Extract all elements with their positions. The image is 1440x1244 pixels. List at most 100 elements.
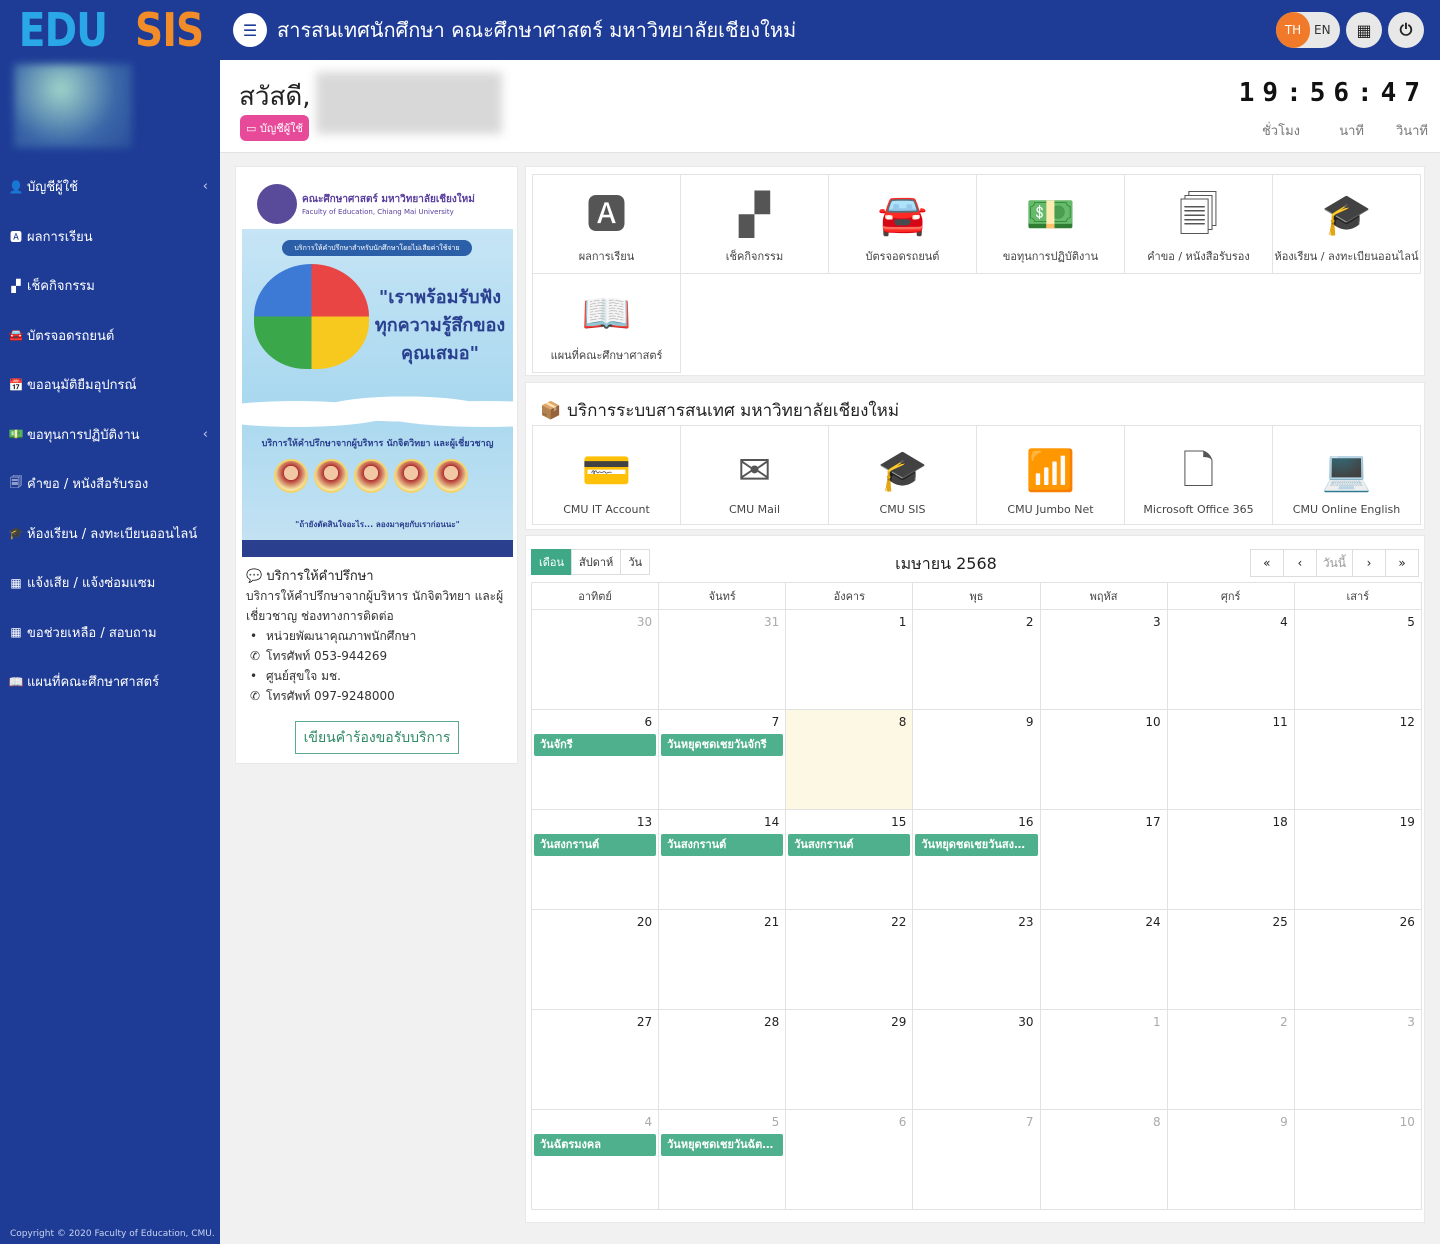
day-number[interactable]: 29 [891, 1015, 907, 1029]
calendar-day[interactable]: 10 [1039, 709, 1168, 810]
day-number[interactable]: 1 [1152, 1015, 1161, 1029]
next-month-button[interactable]: › [1352, 549, 1386, 577]
calendar-day[interactable]: 6 วันจักรี [531, 709, 660, 810]
calendar-day[interactable]: 17 [1039, 809, 1168, 910]
language-switch[interactable]: TH EN [1276, 12, 1340, 48]
calendar-event[interactable]: วันจักรี [534, 734, 657, 756]
calendar-day[interactable]: 7 วันหยุดชดเชยวันจักรี [658, 709, 787, 810]
service-tile[interactable]: 🅰 ผลการเรียน [532, 174, 681, 274]
day-number[interactable]: 7 [1025, 1115, 1034, 1129]
calendar-day[interactable]: 10 [1293, 1109, 1422, 1210]
calendar-day[interactable]: 21 [658, 909, 787, 1010]
day-number[interactable]: 4 [1280, 615, 1288, 629]
sidebar-item-equipment[interactable]: 📅 ขออนุมัติยืมอุปกรณ์ [0, 360, 220, 410]
day-number[interactable]: 22 [891, 915, 907, 929]
calendar-day[interactable]: 4 [1166, 609, 1295, 710]
service-tile[interactable]: 🎓 CMU SIS [828, 425, 977, 525]
calendar-day[interactable]: 30 [531, 609, 660, 710]
day-number[interactable]: 14 [763, 815, 780, 829]
calendar-day[interactable]: 8 [785, 709, 914, 810]
calendar-day[interactable]: 16 วันหยุดชดเชยวันสงก... [912, 809, 1041, 910]
service-tile[interactable]: 📶 CMU Jumbo Net [976, 425, 1125, 525]
day-number[interactable]: 8 [898, 715, 907, 729]
calendar-day[interactable]: 31 [658, 609, 787, 710]
day-number[interactable]: 1 [898, 615, 907, 629]
calendar-day[interactable]: 29 [785, 1009, 914, 1110]
day-number[interactable]: 20 [636, 915, 653, 929]
calendar-event[interactable]: วันหยุดชดเชยวันสงก... [915, 834, 1038, 856]
calendar-day[interactable]: 2 [1166, 1009, 1295, 1110]
menu-toggle-button[interactable]: ☰ [233, 13, 267, 47]
service-tile[interactable]: ▞ เช็คกิจกรรม [680, 174, 829, 274]
calendar-event[interactable]: วันฉัตรมงคล [534, 1134, 657, 1156]
service-tile[interactable]: 🎓 ห้องเรียน / ลงทะเบียนออนไลน์ [1272, 174, 1421, 274]
sidebar-item-activity[interactable]: ▞ เช็คกิจกรรม [0, 261, 220, 311]
calendar-day[interactable]: 13 วันสงกรานต์ [531, 809, 660, 910]
calendar-day[interactable]: 22 [785, 909, 914, 1010]
service-tile[interactable]: 🗐 คำขอ / หนังสือรับรอง [1124, 174, 1273, 274]
day-number[interactable]: 17 [1145, 815, 1161, 829]
sidebar-item-classroom[interactable]: 🎓 ห้องเรียน / ลงทะเบียนออนไลน์ [0, 509, 220, 559]
day-number[interactable]: 6 [644, 715, 653, 729]
consult-poster-image[interactable]: คณะศึกษาศาสตร์ มหาวิทยาลัยเชียงใหม่ Facu… [242, 174, 513, 557]
day-number[interactable]: 2 [1025, 615, 1034, 629]
day-number[interactable]: 28 [763, 1015, 780, 1029]
day-number[interactable]: 18 [1272, 815, 1288, 829]
day-number[interactable]: 13 [636, 815, 653, 829]
account-badge[interactable]: ▭ บัญชีผู้ใช้ [240, 115, 309, 141]
edu-sis-logo[interactable]: EDU SIS [0, 0, 220, 60]
lang-en-button[interactable]: EN [1314, 23, 1331, 37]
sidebar-item-account[interactable]: 👤 บัญชีผู้ใช้ ‹ [0, 162, 220, 212]
service-tile[interactable]: 🚘 บัตรจอดรถยนต์ [828, 174, 977, 274]
calendar-day[interactable]: 12 [1293, 709, 1422, 810]
day-number[interactable]: 10 [1145, 715, 1161, 729]
service-tile[interactable]: 📖 แผนที่คณะศึกษาศาสตร์ [532, 273, 681, 373]
view-day-button[interactable]: วัน [620, 549, 651, 575]
day-number[interactable]: 5 [771, 1115, 780, 1129]
day-number[interactable]: 10 [1399, 1115, 1415, 1129]
calendar-day[interactable]: 3 [1293, 1009, 1422, 1110]
day-number[interactable]: 27 [636, 1015, 653, 1029]
calendar-day[interactable]: 3 [1039, 609, 1168, 710]
calendar-event[interactable]: วันสงกรานต์ [661, 834, 784, 856]
day-number[interactable]: 19 [1399, 815, 1415, 829]
service-tile[interactable]: ✉ CMU Mail [680, 425, 829, 525]
calendar-day[interactable]: 9 [1166, 1109, 1295, 1210]
calendar-event[interactable]: วันหยุดชดเชยวันจักรี [661, 734, 784, 756]
calendar-day[interactable]: 8 [1039, 1109, 1168, 1210]
next-year-button[interactable]: » [1385, 549, 1419, 577]
day-number[interactable]: 23 [1018, 915, 1034, 929]
calendar-day[interactable]: 20 [531, 909, 660, 1010]
calendar-day[interactable]: 15 วันสงกรานต์ [785, 809, 914, 910]
calendar-event[interactable]: วันหยุดชดเชยวันฉัตร... [661, 1134, 784, 1156]
day-number[interactable]: 11 [1272, 715, 1288, 729]
day-number[interactable]: 15 [891, 815, 907, 829]
day-number[interactable]: 9 [1025, 715, 1034, 729]
calendar-day[interactable]: 26 [1293, 909, 1422, 1010]
calendar-day[interactable]: 14 วันสงกรานต์ [658, 809, 787, 910]
today-button[interactable]: วันนี้ [1315, 549, 1353, 577]
calendar-day[interactable]: 5 วันหยุดชดเชยวันฉัตร... [658, 1109, 787, 1210]
service-tile[interactable]: 💵 ขอทุนการปฏิบัติงาน [976, 174, 1125, 274]
day-number[interactable]: 6 [898, 1115, 907, 1129]
day-number[interactable]: 3 [1152, 615, 1161, 629]
calendar-event[interactable]: วันสงกรานต์ [788, 834, 911, 856]
prev-year-button[interactable]: « [1249, 549, 1284, 577]
day-number[interactable]: 3 [1407, 1015, 1415, 1029]
prev-month-button[interactable]: ‹ [1282, 549, 1317, 577]
calendar-day[interactable]: 28 [658, 1009, 787, 1110]
logout-button[interactable]: ⏻ [1388, 12, 1424, 48]
service-tile[interactable]: 💻 CMU Online English [1272, 425, 1421, 525]
day-number[interactable]: 21 [763, 915, 780, 929]
calendar-day[interactable]: 18 [1166, 809, 1295, 910]
calendar-day[interactable]: 5 [1293, 609, 1422, 710]
day-number[interactable]: 4 [644, 1115, 653, 1129]
view-month-button[interactable]: เดือน [531, 549, 573, 575]
calendar-day[interactable]: 24 [1039, 909, 1168, 1010]
calendar-day[interactable]: 1 [785, 609, 914, 710]
qrcode-button[interactable]: ▦ [1346, 12, 1382, 48]
day-number[interactable]: 7 [771, 715, 780, 729]
calendar-day[interactable]: 30 [912, 1009, 1041, 1110]
sidebar-item-map[interactable]: 📖 แผนที่คณะศึกษาศาสตร์ [0, 657, 220, 707]
calendar-day[interactable]: 7 [912, 1109, 1041, 1210]
